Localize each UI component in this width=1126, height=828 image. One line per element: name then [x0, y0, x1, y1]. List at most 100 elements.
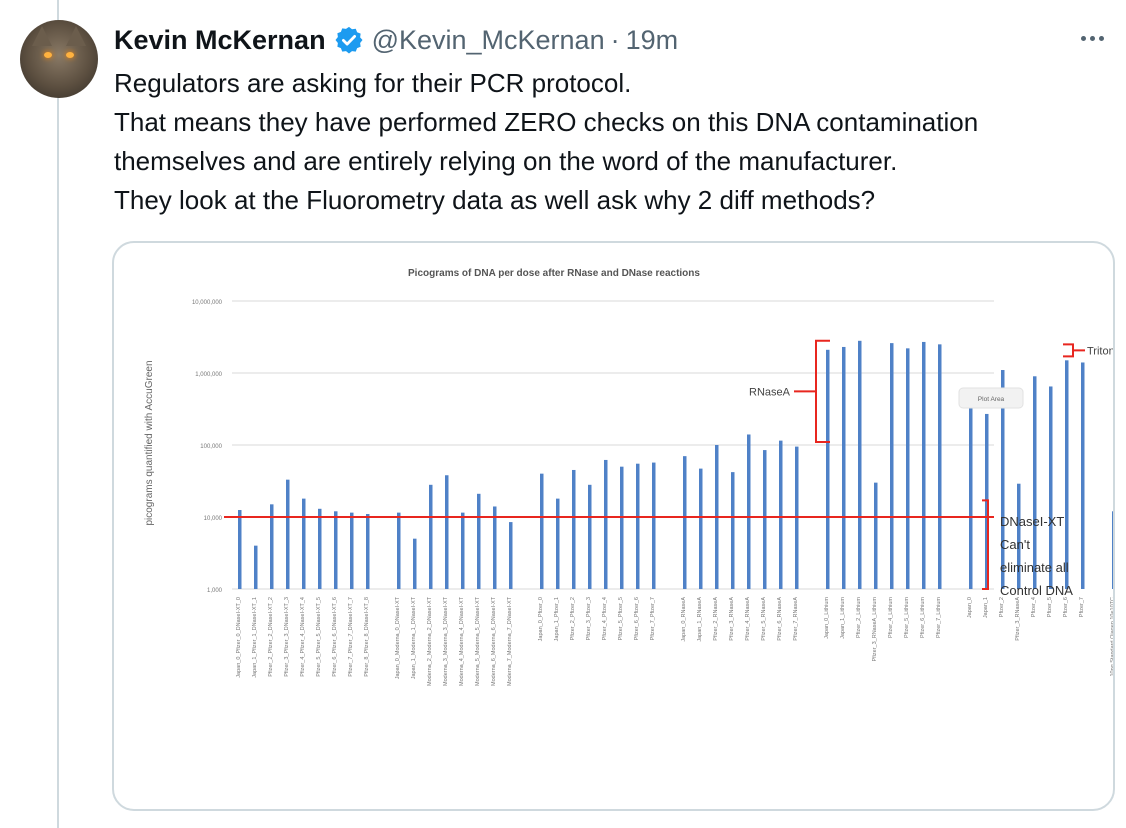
- bar: [413, 538, 417, 589]
- x-tick-label: Pfizer_5_Lithium: [904, 597, 910, 638]
- x-tick-label: Pfizer_3_RNaseA_Lithium: [872, 597, 878, 662]
- x-tick-label: Japan_1_Lithium: [840, 597, 846, 639]
- bar: [1017, 483, 1021, 589]
- dnase-annotation-line: eliminate all: [1000, 560, 1069, 575]
- x-tick-label: Japan_0: [967, 597, 973, 618]
- x-tick-label: Pfizer_2: [999, 597, 1005, 617]
- x-tick-label: Pfizer_3_RNaseA: [1015, 597, 1021, 641]
- bar: [254, 545, 258, 589]
- dnase-annotation-line: DNaseI-XT: [1000, 514, 1064, 529]
- x-tick-label: Japan_0_RNaseA: [681, 597, 687, 642]
- x-tick-label: Japan_1_Pfizer_1: [554, 597, 560, 641]
- bar: [1112, 511, 1113, 589]
- x-tick-label: Pfizer_7_Pfizer_7_DNaseI-XT_7: [348, 597, 354, 677]
- x-tick-label: Pfizer_4_RNaseA: [745, 597, 751, 641]
- y-tick-label: 10,000,000: [192, 300, 223, 306]
- avatar-eye-right: [66, 52, 74, 58]
- bar: [445, 475, 449, 589]
- y-tick-label: 1,000: [207, 588, 223, 594]
- bar-chart: Picograms of DNA per dose after RNase an…: [144, 268, 1113, 686]
- bar: [429, 484, 433, 589]
- plot-area-label: Plot Area: [978, 396, 1005, 403]
- bar: [1065, 360, 1069, 589]
- bar: [334, 511, 338, 589]
- x-tick-label: Moderna_7_Moderna_7_DNaseI-XT: [507, 596, 513, 686]
- thread-line: [57, 0, 59, 828]
- more-dot: [1098, 35, 1104, 41]
- tweet-text-line: They look at the Fluorometry data as wel…: [114, 185, 876, 215]
- y-tick-label: 100,000: [200, 444, 222, 450]
- x-tick-label: Moderna_3_Moderna_3_DNaseI-XT: [443, 596, 449, 686]
- x-tick-label: Japan_0_Moderna_0_DNaseI-XT: [395, 596, 401, 679]
- verified-badge-icon: [335, 26, 363, 54]
- x-tick-label: 10ng Standard Qiagen 10e10TC: [1110, 597, 1113, 677]
- bar: [731, 472, 735, 589]
- dnase-annotation-line: Can't: [1000, 537, 1030, 552]
- x-tick-label: Pfizer_8_Pfizer_8_DNaseI-XT_8: [364, 597, 370, 677]
- tweet-text-line: Regulators are asking for their PCR prot…: [114, 68, 632, 98]
- x-tick-label: Pfizer_6: [1063, 597, 1069, 617]
- chart-title: Picograms of DNA per dose after RNase an…: [408, 268, 700, 279]
- x-tick-label: Moderna_5_Moderna_5_DNaseI-XT: [475, 596, 481, 686]
- x-tick-label: Pfizer_7_Pfizer_7: [650, 597, 656, 640]
- x-tick-label: Pfizer_2_RNaseA: [713, 597, 719, 641]
- dnase-annotation-line: Control DNA: [1000, 583, 1073, 598]
- triton-bracket: [1063, 343, 1074, 358]
- bar: [826, 349, 830, 589]
- bar: [1033, 376, 1037, 589]
- tweet-media[interactable]: Picograms of DNA per dose after RNase an…: [112, 241, 1115, 811]
- x-tick-label: Pfizer_5_Pfizer_5: [618, 597, 624, 640]
- x-tick-label: Pfizer_3_Pfizer_3_DNaseI-XT_3: [284, 597, 290, 677]
- more-dot: [1089, 35, 1095, 41]
- tweet-text-line: That means they have performed ZERO chec…: [114, 107, 979, 137]
- bar: [1081, 362, 1085, 589]
- bar: [1049, 386, 1053, 589]
- bar: [318, 508, 322, 589]
- bar: [366, 514, 370, 589]
- avatar[interactable]: [20, 20, 98, 98]
- bar: [874, 482, 878, 589]
- x-tick-label: Pfizer_2_Pfizer_2: [570, 597, 576, 640]
- x-tick-label: Pfizer_4_Pfizer_4_DNaseI-XT_4: [300, 597, 306, 677]
- bar: [477, 493, 481, 589]
- y-tick-label: 1,000,000: [195, 372, 222, 378]
- bar: [699, 468, 703, 589]
- x-tick-label: Pfizer_7_RNaseA: [793, 597, 799, 641]
- x-tick-label: Pfizer_6_Lithium: [920, 597, 926, 638]
- tweet-time[interactable]: 19m: [625, 24, 679, 55]
- bar: [604, 459, 608, 589]
- bar: [779, 440, 783, 589]
- author-name[interactable]: Kevin McKernan: [114, 24, 326, 55]
- bar: [890, 343, 894, 589]
- y-axis-label: picograms quantified with AccuGreen: [144, 360, 155, 525]
- bar: [763, 450, 767, 589]
- bar: [397, 512, 401, 589]
- x-tick-label: Pfizer_4: [1031, 597, 1037, 617]
- x-tick-label: Japan_1_RNaseA: [697, 597, 703, 642]
- bar: [238, 510, 242, 589]
- dnase-bracket: [982, 499, 989, 590]
- bar: [858, 340, 862, 589]
- bar: [985, 413, 989, 589]
- more-horizontal-icon[interactable]: [1074, 26, 1110, 50]
- bar: [636, 463, 640, 589]
- x-tick-label: Pfizer_6_RNaseA: [777, 597, 783, 641]
- bar: [556, 498, 560, 589]
- bar: [747, 434, 751, 589]
- x-tick-label: Pfizer_3_RNaseA: [729, 597, 735, 641]
- bar: [1001, 370, 1005, 589]
- bar: [620, 466, 624, 589]
- x-tick-label: Pfizer_3_Pfizer_3: [586, 597, 592, 640]
- tweet-text: Regulators are asking for their PCR prot…: [114, 64, 1114, 220]
- x-tick-label: Japan_1: [983, 597, 989, 618]
- author-handle[interactable]: @Kevin_McKernan: [371, 24, 605, 55]
- bar: [938, 344, 942, 589]
- bar: [540, 473, 544, 589]
- y-tick-label: 10,000: [204, 516, 223, 522]
- bar: [350, 512, 354, 589]
- bar: [842, 346, 846, 589]
- more-dot: [1080, 35, 1086, 41]
- bar: [683, 456, 687, 589]
- tweet-text-line: themselves and are entirely relying on t…: [114, 146, 898, 176]
- x-tick-label: Pfizer_5_Pfizer_5_DNaseI-XT_5: [316, 597, 322, 677]
